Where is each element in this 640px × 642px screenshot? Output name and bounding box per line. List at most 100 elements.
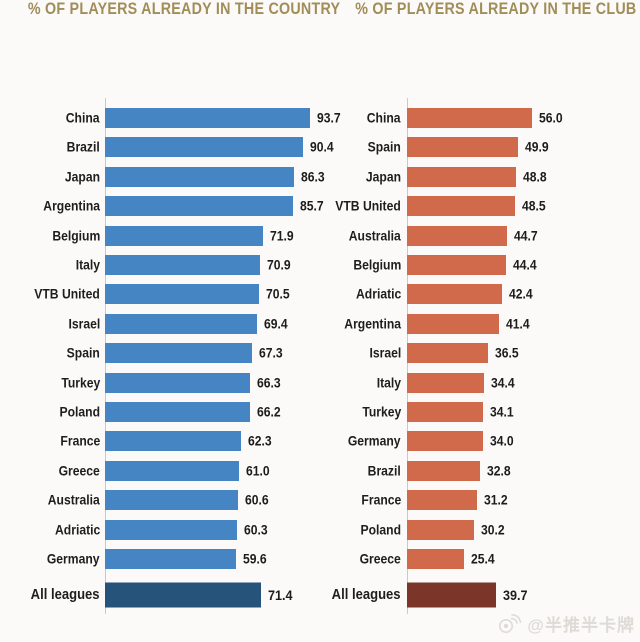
value-label: 42.4	[508, 286, 533, 302]
value-label: 49.9	[525, 139, 549, 155]
category-label: VTB United	[335, 198, 401, 214]
bar-row: Israel 36.5	[348, 336, 640, 370]
total-row: All leagues 71.4	[0, 578, 348, 612]
value-label: 56.0	[538, 110, 563, 126]
value-label: 71.4	[268, 587, 293, 603]
bar-row: Germany 59.6	[0, 542, 348, 576]
category-label: Greece	[58, 463, 100, 479]
bar	[407, 549, 464, 569]
country-bar-chart: China 93.7 Brazil 90.4 Japan 86.3 Argentina 85.…	[0, 98, 348, 620]
category-label: Belgium	[52, 228, 100, 244]
value-label: 60.3	[244, 522, 268, 538]
bar	[407, 225, 507, 246]
bar-row: Spain 67.3	[0, 336, 348, 370]
club-bar-chart: China 56.0 Spain 49.9 Japan 48.8 VTB United 48.…	[332, 98, 640, 620]
category-label: Spain	[367, 139, 401, 155]
bar	[105, 137, 303, 158]
bar	[407, 255, 506, 275]
value-label: 70.9	[267, 257, 291, 273]
bar	[407, 343, 489, 364]
bar	[105, 225, 263, 246]
bar-row: Adriatic 42.4	[348, 277, 640, 311]
value-label: 60.6	[244, 492, 269, 508]
bar-row: Brazil 90.4	[0, 130, 348, 164]
category-label: Greece	[359, 551, 401, 567]
bar-row: Germany 34.0	[348, 424, 640, 458]
category-label: Australia	[47, 492, 100, 508]
category-label: Turkey	[362, 404, 401, 420]
category-label: Italy	[75, 257, 100, 273]
bar	[407, 108, 532, 128]
category-label: Belgium	[353, 257, 401, 273]
category-label: Brazil	[66, 139, 100, 155]
category-label: All leagues	[332, 587, 401, 603]
bar-row: Japan 86.3	[0, 160, 348, 194]
value-label: 34.0	[489, 433, 514, 449]
category-label: Germany	[348, 433, 401, 449]
club-chart-title: % OF PLAYERS ALREADY IN THE CLUB	[355, 0, 637, 18]
bar	[105, 490, 238, 511]
bar	[105, 549, 236, 569]
category-label: Japan	[365, 169, 401, 185]
value-label: 62.3	[248, 433, 273, 449]
category-label: Poland	[360, 522, 401, 538]
value-label: 70.5	[266, 286, 291, 302]
value-label: 67.3	[259, 345, 284, 361]
bar-row: Italy 70.9	[0, 248, 348, 282]
bar-row: France 31.2	[348, 483, 640, 517]
category-label: Poland	[59, 404, 100, 420]
bar	[407, 137, 519, 158]
bar-row: Turkey 66.3	[0, 366, 348, 400]
bar	[105, 582, 262, 608]
value-label: 48.8	[522, 169, 547, 185]
country-chart-title: % OF PLAYERS ALREADY IN THE COUNTRY	[27, 0, 341, 18]
value-label: 41.4	[506, 316, 530, 332]
bar-row: Adriatic 60.3	[0, 513, 348, 547]
category-label: Israel	[68, 316, 100, 332]
bar	[105, 519, 238, 540]
value-label: 44.4	[513, 257, 537, 273]
bar-row: Turkey 34.1	[348, 395, 640, 429]
value-label: 34.4	[490, 375, 515, 391]
bar-row: Greece 25.4	[348, 542, 640, 576]
bar	[407, 460, 481, 481]
bar	[105, 402, 250, 422]
value-label: 59.6	[242, 551, 267, 567]
value-label: 30.2	[481, 522, 505, 538]
category-label: Adriatic	[355, 286, 401, 302]
bar	[105, 343, 253, 364]
bar-row: VTB United 48.5	[336, 189, 640, 223]
category-label: Germany	[47, 551, 100, 567]
value-label: 66.2	[257, 404, 281, 420]
category-label: Italy	[376, 375, 401, 391]
bar-row: Brazil 32.8	[348, 454, 640, 488]
value-label: 90.4	[310, 139, 334, 155]
bar	[105, 313, 257, 334]
category-label: France	[361, 492, 401, 508]
bar-row: Australia 60.6	[0, 483, 348, 517]
value-label: 25.4	[470, 551, 495, 567]
category-label: Israel	[369, 345, 401, 361]
bar	[105, 284, 260, 305]
category-label: Turkey	[61, 375, 100, 391]
category-label: Argentina	[43, 198, 100, 214]
value-label: 31.2	[483, 492, 508, 508]
value-label: 66.3	[257, 375, 281, 391]
bar	[407, 402, 483, 422]
watermark-text: @半推半卡牌	[527, 616, 635, 635]
category-label: Brazil	[367, 463, 401, 479]
bar-row: Argentina 85.7	[0, 189, 348, 223]
category-label: China	[66, 110, 100, 126]
bar	[407, 431, 483, 452]
bar-row: France 62.3	[0, 424, 348, 458]
value-label: 44.7	[513, 228, 538, 244]
bar-row: Poland 30.2	[348, 513, 640, 547]
category-label: All leagues	[31, 587, 100, 603]
value-label: 71.9	[269, 228, 294, 244]
bar	[407, 372, 484, 393]
value-label: 34.1	[490, 404, 514, 420]
category-label: Spain	[66, 345, 100, 361]
category-label: Japan	[64, 169, 100, 185]
bar-row: Belgium 44.4	[348, 248, 640, 282]
